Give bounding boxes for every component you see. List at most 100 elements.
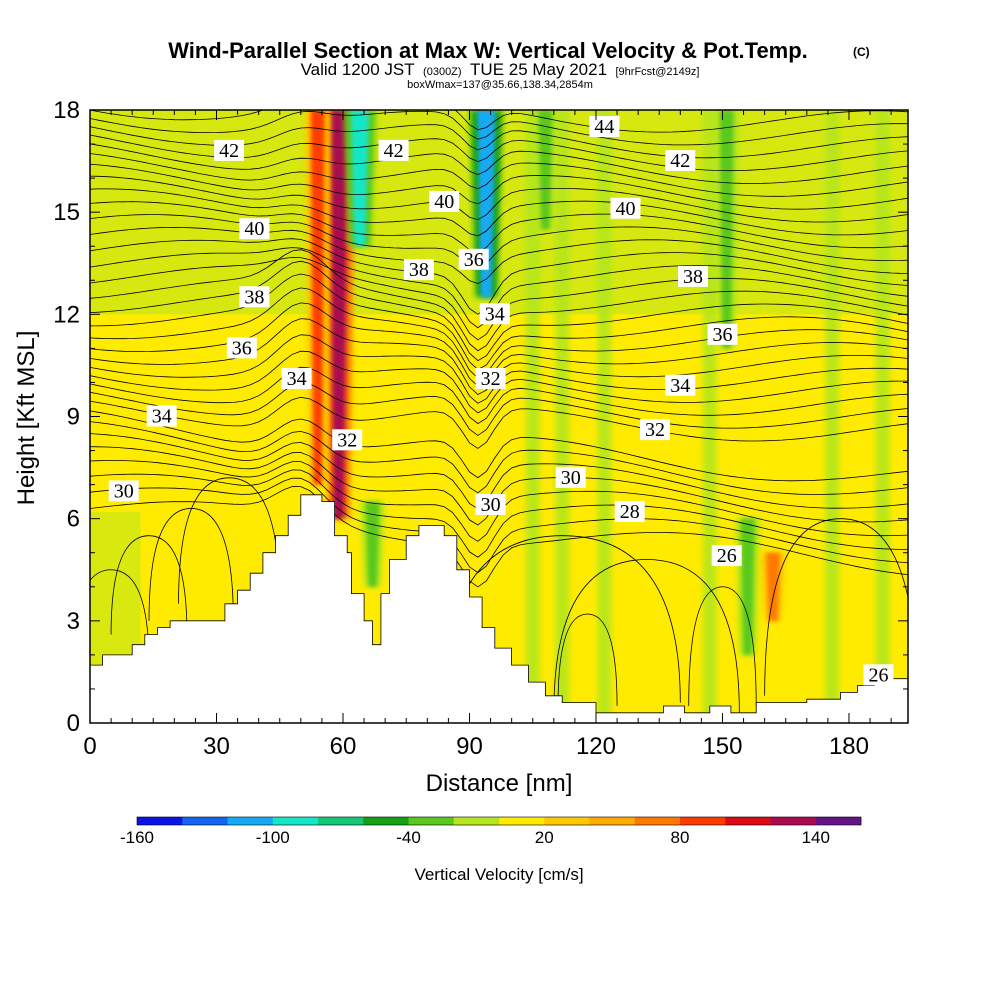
contour-label-bg [429,190,460,212]
contour-label: 36 [707,323,738,346]
streak-updraft-flank [305,110,331,485]
contour-label-bg [707,323,738,345]
contour-label-bg [239,218,270,240]
contour-label-text: 34 [485,303,505,325]
y-tick-label: 18 [53,97,80,124]
colorbar-segment [272,817,319,825]
contour-label: 38 [403,259,434,281]
subtitle-fcst: [9hrFcst@2149z] [616,66,700,78]
contour-label: 40 [610,197,641,220]
streak-core [766,552,781,621]
contour-label: 34 [665,374,696,397]
theta-line [90,214,908,269]
theta-line [90,110,908,133]
contour-label-text: 28 [620,501,640,523]
streak-updraft-core [322,110,355,519]
x-tick-label: 90 [456,733,483,760]
contour-label: 42 [214,139,245,162]
contour-label-text: 40 [616,198,636,220]
colorbar-segment [363,817,409,825]
contour-label-text: 32 [337,429,357,451]
streak-core [538,110,553,230]
x-axis-label: Distance [nm] [426,770,573,797]
theta-line [90,433,908,510]
streak-core [365,501,380,587]
contour-label: 42 [378,139,409,162]
contour-label-bg [711,545,742,567]
streak-downdraft-lee [735,518,761,655]
contour-label-bg [214,139,245,161]
colorbar-segment [227,817,274,825]
theta-line [90,238,908,315]
contour-label-bg [475,368,506,389]
terrain [89,494,909,724]
contour-label-bg [555,466,586,488]
contour-label-bg [226,337,257,359]
colorbar-tick-label: -100 [256,828,290,847]
theta-arc [764,518,908,696]
theta-line [90,175,908,223]
contour-label: 26 [711,545,742,567]
colorbar-segment [453,817,500,825]
theta-line [90,350,908,414]
colorbar-tick-label: 140 [802,828,830,847]
chart-title-mark: (C) [853,45,870,59]
contour-label-text: 30 [114,480,134,502]
contour-label: 26 [863,664,894,686]
streak-downdraft-mid [532,110,558,230]
contour-label: 30 [555,466,586,489]
colorbar-segment [318,817,364,825]
contour-label: 38 [678,265,708,288]
y-tick-label: 0 [67,710,80,737]
contour-label: 36 [458,248,489,271]
theta-line [90,226,908,285]
streak-core [329,110,348,519]
theta-arc [553,559,740,713]
x-tick-label: 150 [702,733,742,760]
y-axis-label: Height [Kft MSL] [13,331,40,506]
theta-line [90,188,908,237]
contour-label-text: 36 [232,337,252,359]
contour-label: 34 [146,405,177,428]
contour-label-text: 26 [717,545,737,567]
colorbar-tick-label: 20 [535,828,554,847]
colorbar-outline [136,816,862,826]
contour-label-bg [403,259,434,281]
contour-label: 42 [665,150,696,172]
contour-label-bg [589,116,620,137]
theta-arc [557,613,618,706]
contour-label: 40 [429,190,460,213]
contour-label-bg [640,419,670,441]
contour-label: 34 [281,368,312,390]
theta-line [90,382,908,436]
contour-label-bg [665,374,696,396]
streak-core [310,110,325,485]
contour-label-bg [614,500,645,522]
theta-line [90,366,908,425]
contour-label: 32 [640,419,670,441]
contour-label-text: 36 [713,324,733,346]
colorbar-segment [680,817,726,825]
streak-downdraft-a [343,110,377,247]
theta-arc [90,569,150,666]
theta-line [90,260,908,362]
contour-label-bg [108,480,139,502]
colorbar-tick-label: -40 [396,828,421,847]
colorbar-label: Vertical Velocity [cm/s] [414,865,583,884]
x-tick-label: 120 [576,733,616,760]
theta-line [90,486,908,588]
y-tick-label: 15 [53,199,80,226]
contour-label-bg [281,368,312,389]
colorbar-segment [589,817,636,825]
streak-core [740,518,755,655]
contour-label-text: 34 [287,368,307,390]
streak-core [350,110,369,247]
contour-label-text: 44 [594,116,614,138]
contour-label: 34 [479,303,510,325]
contour-label: 28 [614,500,645,523]
colorbar-segment [137,817,183,825]
theta-line [90,163,908,210]
theta-line [90,110,908,146]
